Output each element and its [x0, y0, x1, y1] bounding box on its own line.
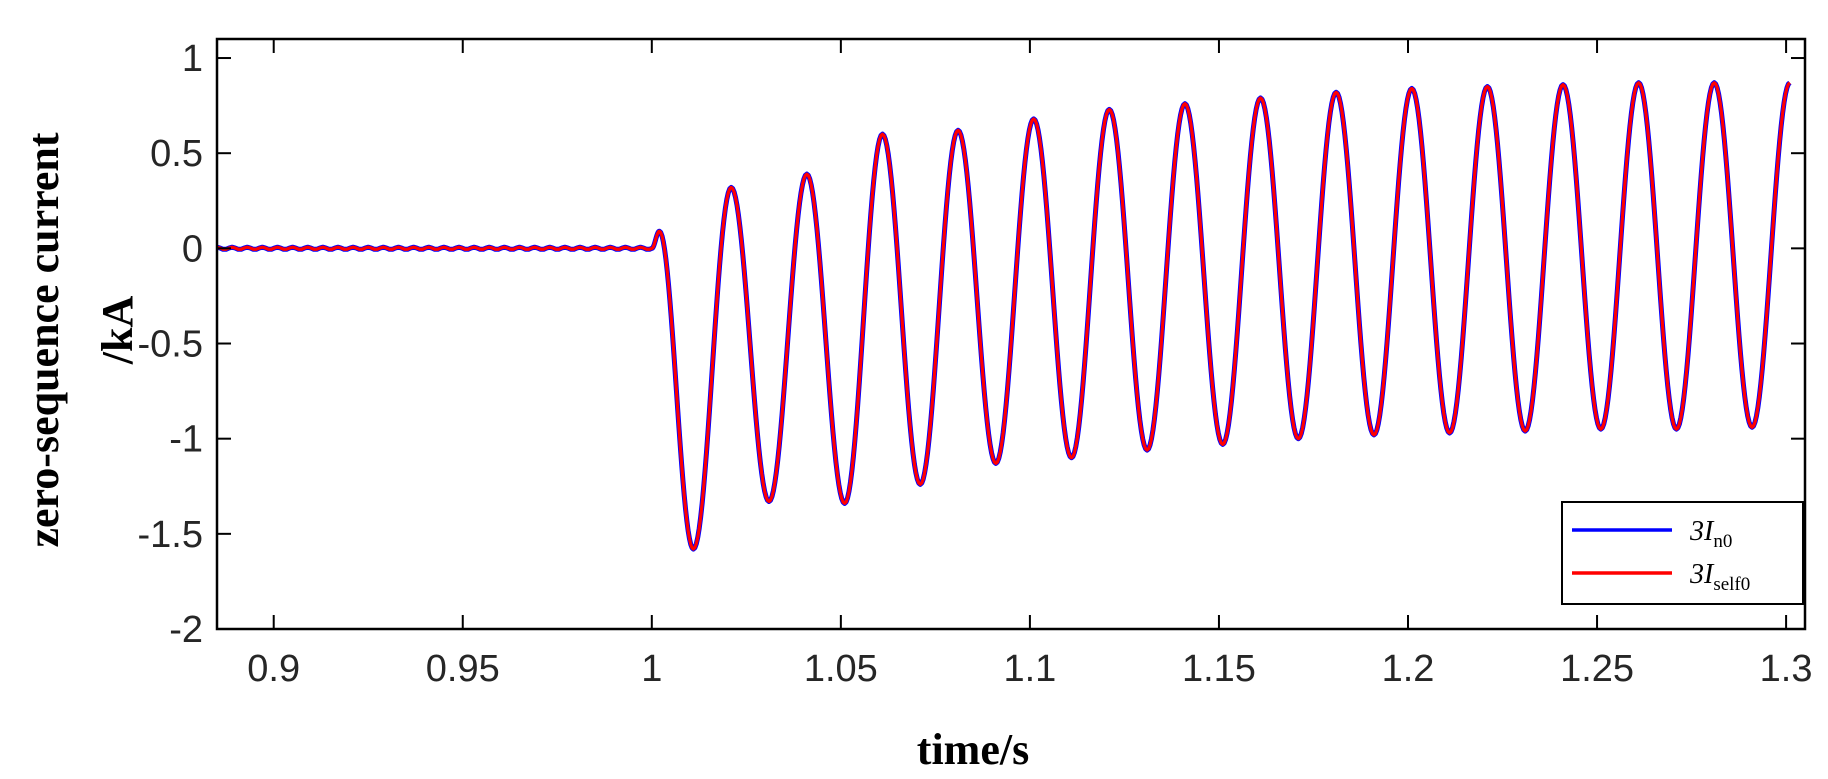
- x-tick-label: 1: [641, 648, 662, 690]
- y-tick-label: -0.5: [138, 324, 203, 366]
- y-tick-label: 0: [182, 228, 203, 270]
- x-tick-label: 1.15: [1182, 648, 1256, 690]
- y-axis-title-line-2: /kA: [93, 296, 142, 366]
- x-axis-title: time/s: [917, 725, 1029, 774]
- y-tick-label: -1.5: [138, 514, 203, 556]
- x-tick-label: 0.95: [426, 648, 500, 690]
- legend-box: [1561, 501, 1804, 605]
- legend-label-3In0: 3In0: [1689, 516, 1732, 552]
- x-tick-label: 0.9: [247, 648, 300, 690]
- y-tick-label: 1: [182, 38, 203, 80]
- x-tick-label: 1.05: [804, 648, 878, 690]
- series-layer: [217, 80, 1792, 552]
- plot-frame: [215, 37, 1807, 631]
- y-axis-title-line-1: zero-sequence current: [19, 132, 68, 547]
- y-tick-label: 0.5: [150, 133, 203, 175]
- ticks-layer: 0.9 0.95 1 1.05 1.1 1.15 1.2 1.25 1.3 -2 -1.5 -1 -0.…: [138, 38, 1813, 690]
- x-tick-label: 1.3: [1760, 648, 1813, 690]
- y-tick-label: -1: [169, 419, 203, 461]
- legend-label-3Iself0: 3Iself0: [1689, 559, 1750, 595]
- legend: 3In0 3Iself0: [1561, 501, 1804, 605]
- x-tick-label: 1.1: [1003, 648, 1056, 690]
- y-tick-label: -2: [169, 609, 203, 651]
- x-tick-label: 1.2: [1382, 648, 1435, 690]
- series-line-3Iself0: [217, 81, 1791, 551]
- x-tick-label: 1.25: [1560, 648, 1634, 690]
